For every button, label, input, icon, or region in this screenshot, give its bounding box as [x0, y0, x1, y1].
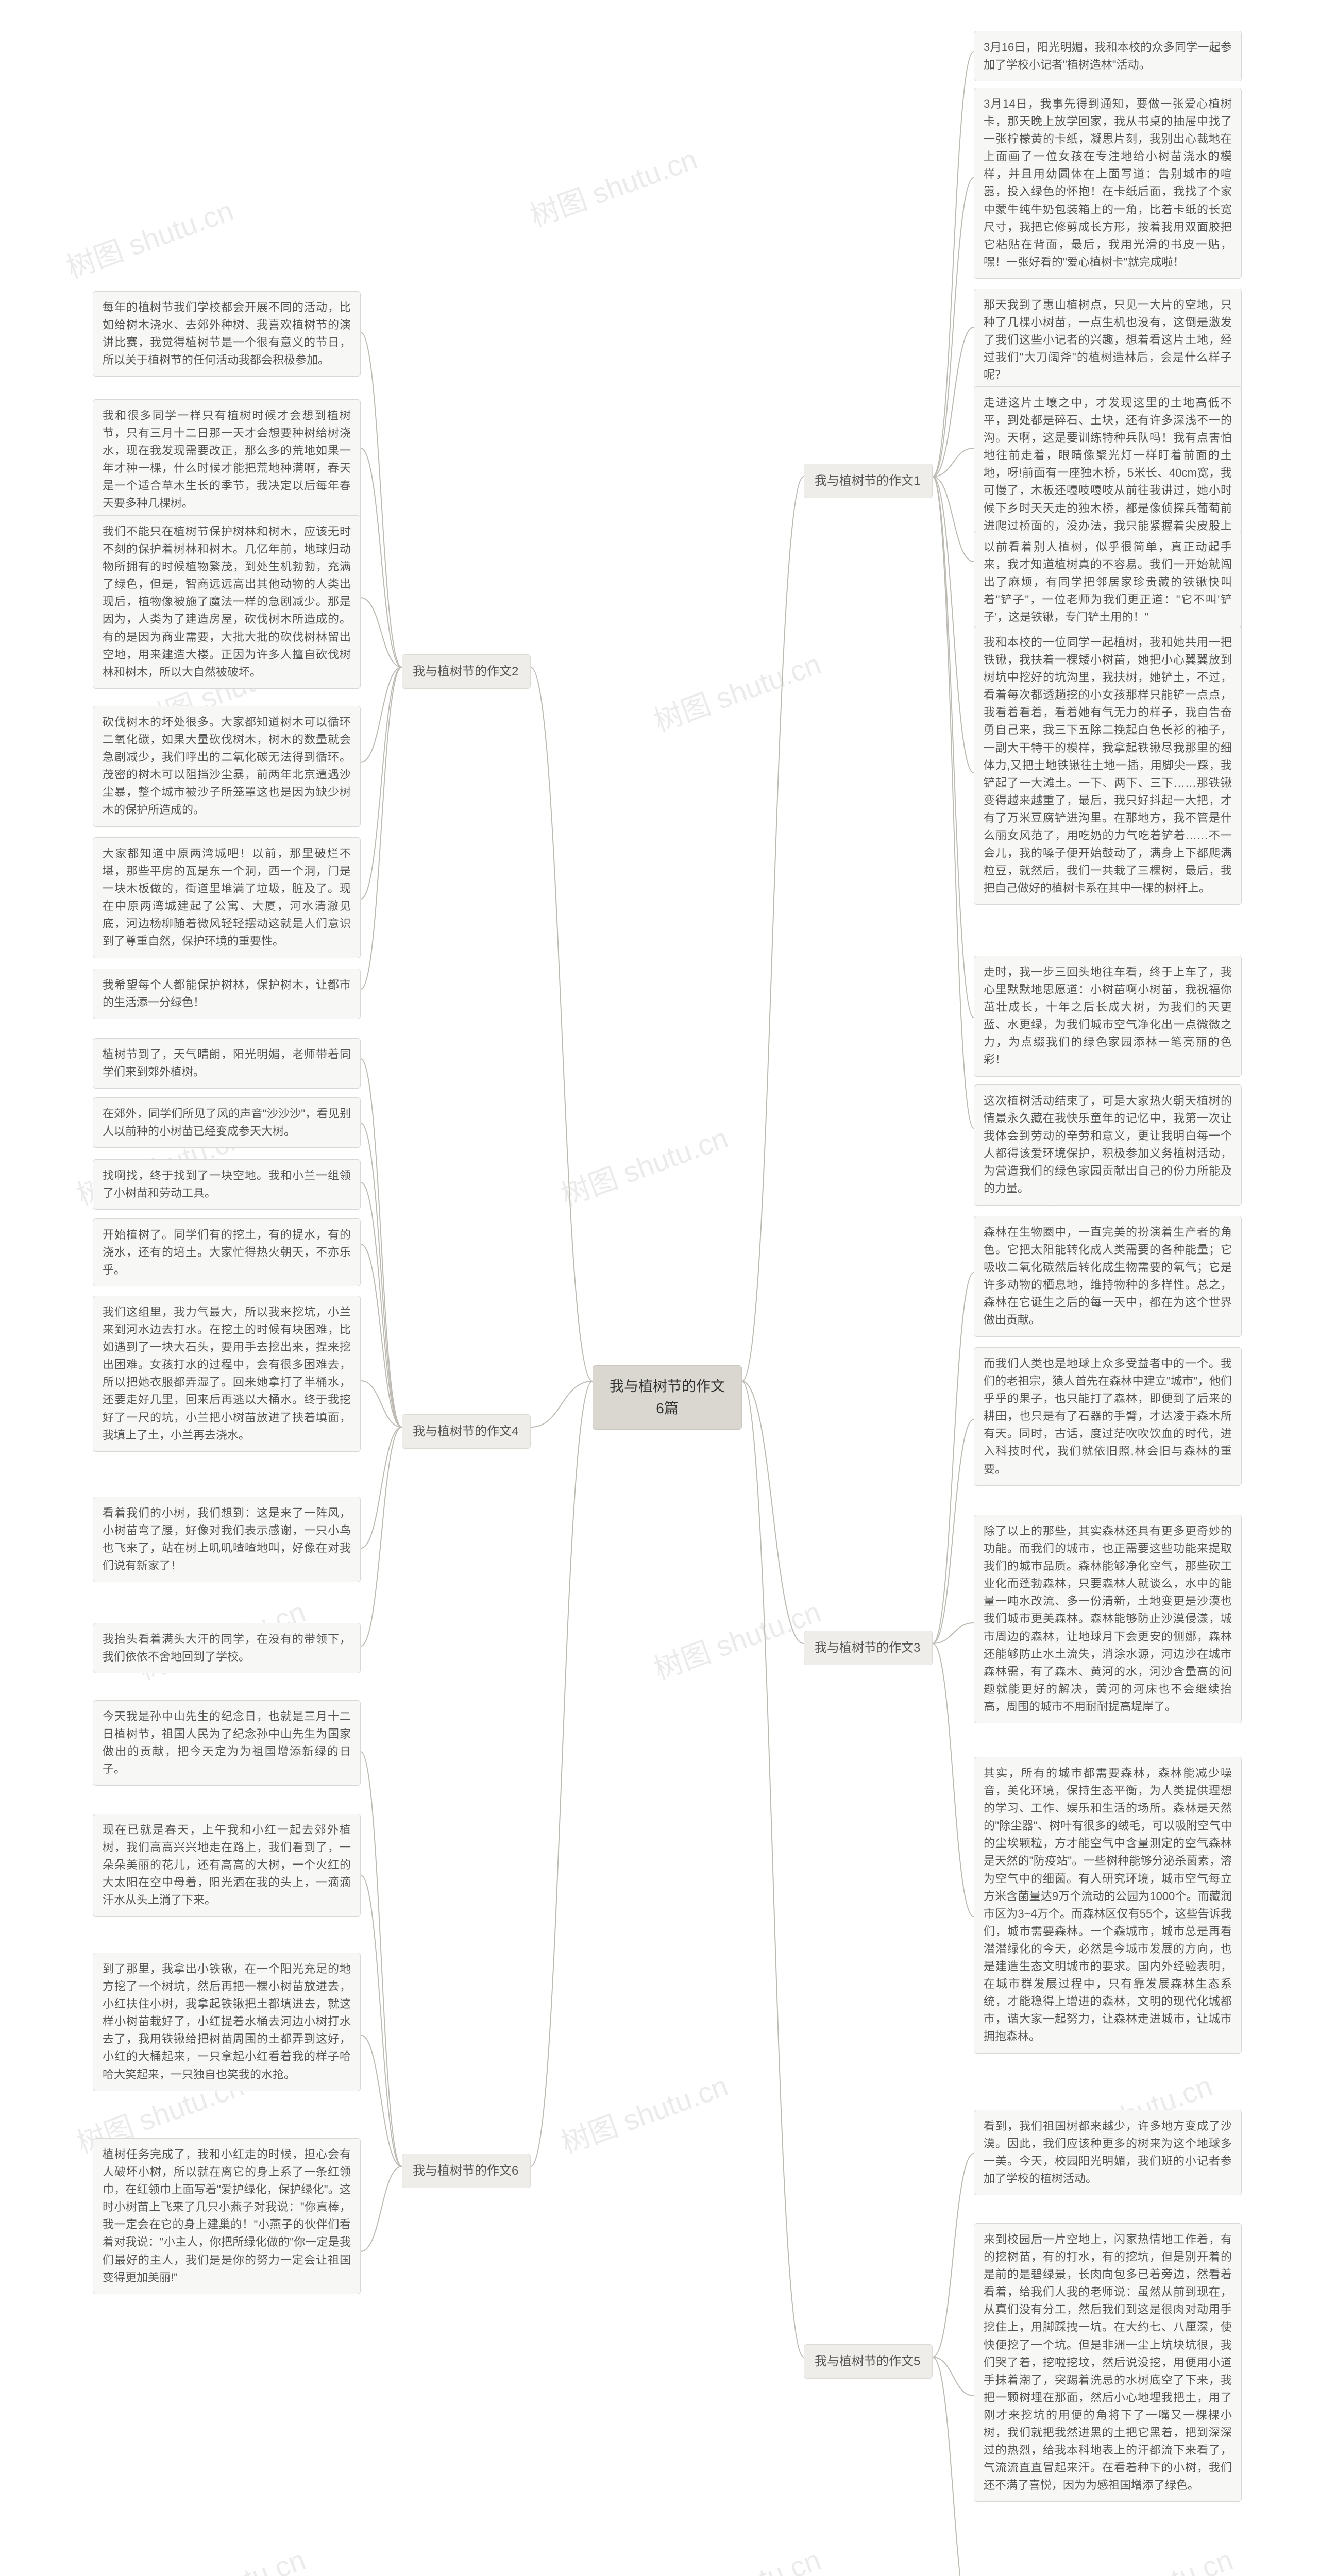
branch-essay-3[interactable]: 我与植树节的作文3	[804, 1631, 933, 1665]
leaf-b1-1: 3月14日，我事先得到通知，要做一张爱心植树卡，那天晚上放学回家，我从书桌的抽屉…	[974, 88, 1242, 279]
watermark: 树图 shutu.cn	[647, 2537, 826, 2576]
watermark: 树图 shutu.cn	[523, 136, 702, 235]
leaf-b2-1: 我和很多同学一样只有植树时候才会想到植树节，只有三月十二日那一天才会想要种树给树…	[93, 399, 361, 520]
leaf-b1-0: 3月16日，阳光明媚，我和本校的众多同学一起参加了学校小记者"植树造林"活动。	[974, 31, 1242, 81]
watermark: 树图 shutu.cn	[647, 1589, 826, 1688]
leaf-b4-0: 植树节到了，天气晴朗，阳光明媚，老师带着同学们来到郊外植树。	[93, 1038, 361, 1089]
watermark: 树图 shutu.cn	[1059, 2537, 1238, 2576]
leaf-b2-5: 我希望每个人都能保护树林，保护树木，让都市的生活添一分绿色！	[93, 969, 361, 1019]
leaf-b5-0: 看到，我们祖国树都来越少，许多地方变成了沙漠。因此，我们应该种更多的树来为这个地…	[974, 2110, 1242, 2195]
leaf-b2-2: 我们不能只在植树节保护树林和树木，应该无时不刻的保护着树林和树木。几亿年前，地球…	[93, 515, 361, 689]
watermark: 树图 shutu.cn	[60, 188, 239, 286]
leaf-b3-2: 除了以上的那些，其实森林还具有更多更奇妙的功能。而我们的城市，也正需要这些功能来…	[974, 1515, 1242, 1723]
leaf-b1-7: 这次植树活动结束了，可是大家热火朝天植树的情景永久藏在我快乐童年的记忆中，我第一…	[974, 1084, 1242, 1206]
leaf-b2-3: 砍伐树木的坏处很多。大家都知道树木可以循环二氧化碳，如果大量砍伐树木，树木的数量…	[93, 706, 361, 827]
leaf-b4-2: 找啊找，终于找到了一块空地。我和小兰一组领了小树苗和劳动工具。	[93, 1159, 361, 1210]
leaf-b3-3: 其实，所有的城市都需要森林，森林能减少噪音，美化环境，保持生态平衡，为人类提供理…	[974, 1757, 1242, 2054]
watermark: 树图 shutu.cn	[554, 1115, 733, 1214]
leaf-b6-3: 植树任务完成了，我和小红走的时候，担心会有人破坏小树，所以就在离它的身上系了一条…	[93, 2138, 361, 2294]
leaf-b1-2: 那天我到了惠山植树点，只见一大片的空地，只种了几棵小树苗，一点生机也没有，这倒是…	[974, 289, 1242, 392]
leaf-b1-4: 以前看着别人植树，似乎很简单，真正动起手来，我才知道植树真的不容易。我们一开始就…	[974, 531, 1242, 634]
leaf-b3-0: 森林在生物圈中，一直完美的扮演着生产者的角色。它把太阳能转化成人类需要的各种能量…	[974, 1216, 1242, 1337]
branch-essay-4[interactable]: 我与植树节的作文4	[402, 1414, 531, 1449]
branch-essay-1[interactable]: 我与植树节的作文1	[804, 464, 933, 498]
leaf-b4-1: 在郊外，同学们所见了风的声音"沙沙沙"，看见别人以前种的小树苗已经变成参天大树。	[93, 1097, 361, 1148]
watermark: 树图 shutu.cn	[554, 2063, 733, 2162]
leaf-b2-0: 每年的植树节我们学校都会开展不同的活动，比如给树木浇水、去郊外种树、我喜欢植树节…	[93, 291, 361, 377]
leaf-b4-3: 开始植树了。同学们有的挖土，有的提水，有的浇水，还有的培土。大家忙得热火朝天，不…	[93, 1218, 361, 1286]
leaf-b6-1: 现在已就是春天，上午我和小红一起去郊外植树，我们高高兴兴地走在路上，我们看到了，…	[93, 1814, 361, 1917]
leaf-b2-4: 大家都知道中原两湾城吧！以前，那里破烂不堪，那些平房的瓦是东一个洞，西一个洞，门…	[93, 837, 361, 958]
root-node[interactable]: 我与植树节的作文6篇	[593, 1365, 742, 1430]
leaf-b4-5: 看着我们的小树，我们想到：这是来了一阵风，小树苗弯了腰，好像对我们表示感谢，一只…	[93, 1497, 361, 1582]
leaf-b4-6: 我抬头看着满头大汗的同学，在没有的带领下，我们依依不舍地回到了学校。	[93, 1623, 361, 1673]
leaf-b1-5: 我和本校的一位同学一起植树，我和她共用一把铁锹，我扶着一棵矮小树苗，她把小心翼翼…	[974, 626, 1242, 905]
leaf-b1-6: 走时，我一步三回头地往车看，终于上车了，我心里默默地思愿道：小树苗啊小树苗，我祝…	[974, 956, 1242, 1077]
leaf-b3-1: 而我们人类也是地球上众多受益者中的一个。我们的老祖宗，猿人首先在森林中建立"城市…	[974, 1347, 1242, 1486]
branch-essay-6[interactable]: 我与植树节的作文6	[402, 2154, 531, 2188]
branch-essay-5[interactable]: 我与植树节的作文5	[804, 2344, 933, 2379]
leaf-b4-4: 我们这组里，我力气最大，所以我来挖坑，小兰来到河水边去打水。在挖土的时候有块困难…	[93, 1296, 361, 1452]
watermark: 树图 shutu.cn	[647, 641, 826, 740]
leaf-b6-2: 到了那里，我拿出小铁锹，在一个阳光充足的地方挖了一个树坑，然后再把一棵小树苗放进…	[93, 1953, 361, 2091]
watermark: 树图 shutu.cn	[132, 2537, 311, 2576]
leaf-b5-1: 来到校园后一片空地上，闪家热情地工作着，有的挖树苗，有的打水，有的挖坑，但是别开…	[974, 2223, 1242, 2502]
branch-essay-2[interactable]: 我与植树节的作文2	[402, 654, 531, 689]
leaf-b6-0: 今天我是孙中山先生的纪念日，也就是三月十二日植树节，祖国人民为了纪念孙中山先生为…	[93, 1700, 361, 1786]
